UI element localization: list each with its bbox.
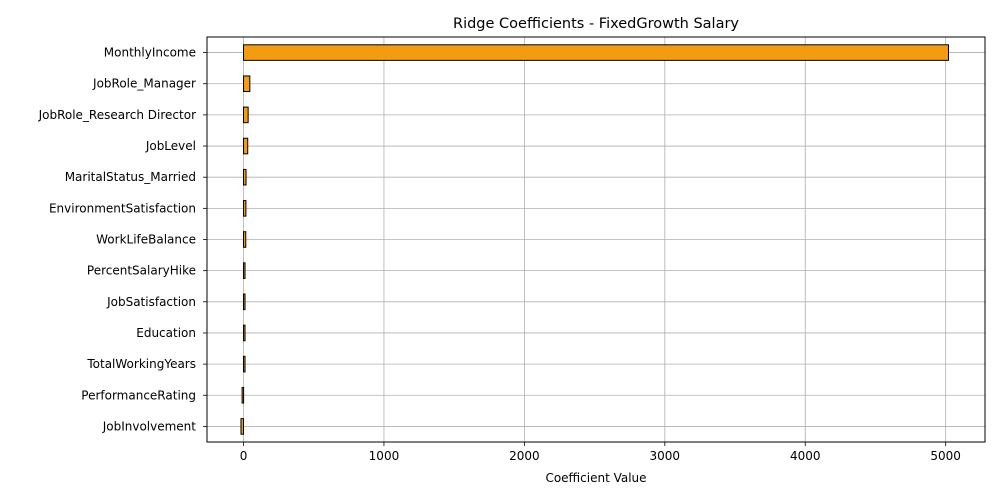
x-tick-label: 4000 [790,449,821,463]
bar-education [243,324,246,342]
y-tick-label: TotalWorkingYears [86,357,196,371]
y-tick-label: PerformanceRating [81,388,196,402]
y-tick-label: JobLevel [145,139,196,153]
y-tick-label: JobRole_Research Director [38,108,196,122]
bar-layer [240,44,949,435]
bar-maritalstatus-married [243,168,247,186]
bar-jobrole-research-director [243,106,249,124]
bar-percentsalaryhike [243,262,246,279]
bar-joblevel [243,137,249,155]
x-tick-label: 3000 [650,449,681,463]
grid-layer [207,37,985,442]
y-tick-label: MaritalStatus_Married [65,170,196,184]
x-axis-label: Coefficient Value [545,471,646,485]
bar-jobinvolvement [240,418,245,435]
y-tick-label: MonthlyIncome [104,46,196,60]
chart-title: Ridge Coefficients - FixedGrowth Salary [453,16,739,32]
y-tick-layer: MonthlyIncome JobRole_Manager JobRole_Rese… [38,46,207,433]
y-tick-label: JobInvolvement [102,419,197,433]
bar-monthlyincome [243,44,949,61]
bar-jobrole-manager [243,75,251,93]
y-tick-label: Education [136,326,196,340]
x-tick-label: 5000 [930,449,961,463]
x-tick-label: 1000 [369,449,400,463]
bar-environmentsatisfaction [243,200,247,217]
y-tick-label: JobSatisfaction [106,295,196,309]
x-tick-layer: 0 1000 2000 3000 4000 5000 [240,442,961,463]
bar-worklifebalance [243,231,247,248]
y-tick-label: EnvironmentSatisfaction [49,201,196,215]
y-tick-label: WorkLifeBalance [96,233,196,247]
x-tick-label: 0 [240,449,248,463]
bar-performancerating [241,386,245,404]
x-tick-label: 2000 [509,449,540,463]
bar-jobsatisfaction [243,293,246,311]
bar-totalworkingyears [243,355,246,373]
y-tick-label: PercentSalaryHike [87,264,196,278]
y-tick-label: JobRole_Manager [92,77,196,91]
